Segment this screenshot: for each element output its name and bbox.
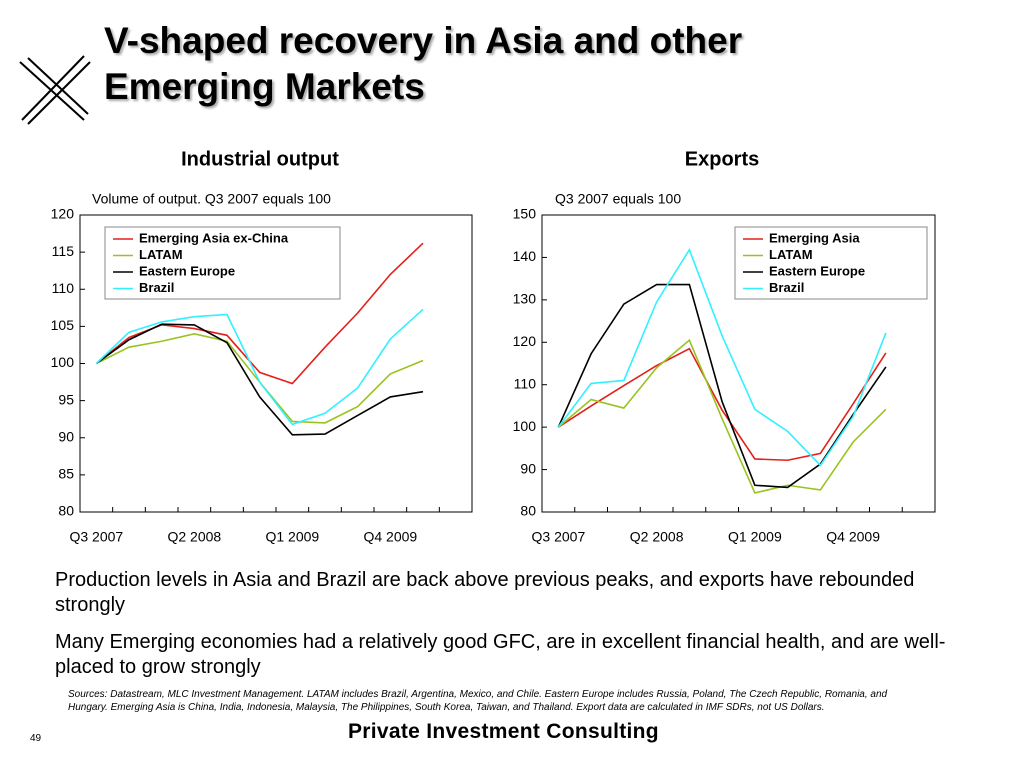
series-line (95, 332, 424, 424)
y-tick-label: 120 (51, 206, 75, 222)
y-tick-label: 100 (51, 354, 75, 370)
y-tick-label: 140 (513, 248, 537, 264)
series-line (557, 338, 887, 494)
x-tick-label: Q3 2007 (69, 529, 123, 545)
y-tick-label: 95 (58, 391, 74, 407)
y-tick-label: 80 (520, 503, 536, 519)
logo (19, 55, 91, 125)
x-tick-label: Q3 2007 (532, 529, 586, 545)
x-tick-label: Q1 2009 (728, 529, 782, 545)
legend-label: LATAM (139, 247, 183, 262)
x-tick-label: Q2 2008 (167, 529, 221, 545)
legend-label: Brazil (769, 280, 804, 295)
y-tick-label: 130 (513, 291, 537, 307)
legend-label: Eastern Europe (769, 263, 865, 278)
page-number: 49 (30, 733, 42, 744)
series-line (557, 248, 887, 467)
y-tick-label: 90 (58, 428, 74, 444)
legend-box (104, 226, 341, 300)
x-tick-label: Q4 2009 (363, 529, 417, 545)
legend-label: Eastern Europe (139, 263, 235, 278)
y-tick-label: 90 (520, 460, 536, 476)
legend-box (734, 226, 928, 300)
legend-label: LATAM (769, 247, 813, 262)
x-tick-label: Q4 2009 (826, 529, 880, 545)
sources: Sources: Datastream, MLC Investment Mana… (68, 689, 888, 713)
legend-label: Emerging Asia ex-China (139, 230, 289, 245)
y-tick-label: 115 (52, 243, 75, 259)
slide-title: V-shaped recovery in Asia and other Emer… (104, 20, 743, 107)
y-tick-label: 100 (513, 418, 537, 434)
y-tick-label: 110 (52, 280, 75, 296)
bullet: Many Emerging economies had a relatively… (55, 631, 946, 678)
y-tick-label: 85 (58, 466, 74, 482)
bullet: Production levels in Asia and Brazil are… (55, 569, 915, 616)
y-tick-label: 120 (513, 333, 537, 349)
x-tick-label: Q2 2008 (630, 529, 684, 545)
series-line (557, 283, 887, 489)
series-line (95, 308, 424, 426)
legend-label: Emerging Asia (769, 230, 860, 245)
y-tick-label: 110 (514, 375, 537, 391)
chart-subtitle: Q3 2007 equals 100 (555, 191, 681, 207)
chart-title: Industrial output (181, 148, 339, 170)
y-tick-label: 80 (58, 503, 74, 519)
y-tick-label: 105 (51, 317, 75, 333)
series-line (95, 323, 424, 436)
y-tick-label: 150 (513, 206, 537, 222)
legend-label: Brazil (139, 280, 174, 295)
chart-title: Exports (685, 148, 759, 170)
footer-logo: Private Investment Consulting (348, 720, 659, 743)
x-tick-label: Q1 2009 (265, 529, 319, 545)
chart-subtitle: Volume of output. Q3 2007 equals 100 (92, 191, 331, 207)
series-line (557, 347, 887, 462)
